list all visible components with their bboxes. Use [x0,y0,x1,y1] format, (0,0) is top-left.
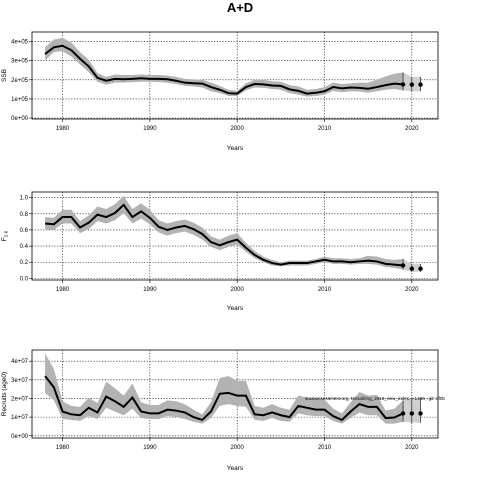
y-tick-label: 1e+05 [11,97,29,103]
x-tick-label: 1990 [143,287,157,293]
plot-frame [31,191,439,281]
forecast-point [409,82,415,87]
chart-panel-2: 1980 1990 2000 2010 2020 0.0 0.2 0.4 0.6 0.8 1.0 Ye… [1,191,439,312]
plot-frame [31,349,439,439]
forecast-point [409,266,415,271]
x-tick-label: 1980 [56,287,70,293]
confidence-band [45,196,404,270]
y-tick-label: 0.4 [20,244,29,250]
y-tick-label: 0e+00 [11,434,29,440]
chart-title: A+D [227,0,253,15]
x-axis-label: Years [227,145,244,152]
chart-panel-3: 1980 1990 2000 2010 2020 0e+00 1e+07 2e+07 3e+07… [1,349,439,472]
estimate-line [44,44,404,95]
y-tick-label: 4e+07 [11,359,29,365]
x-tick-label: 2010 [318,126,332,132]
x-tick-label: 1990 [143,126,157,132]
forecast-point [400,263,406,268]
y-tick-label: 0.8 [20,212,29,218]
x-tick-label: 2010 [318,287,332,293]
x-tick-label: 1980 [56,445,70,451]
forecast-point [418,411,423,416]
y-tick-label: 1e+07 [11,415,29,421]
y-tick-label: 1.0 [20,196,29,202]
x-tick-label: 2000 [231,287,245,293]
x-axis-label: Years [227,465,244,472]
y-tick-label: 0e+00 [11,116,29,122]
y-tick-label: 0.0 [20,276,29,282]
y-tick-label: 4e+05 [11,40,29,46]
x-tick-label: 2020 [405,287,419,293]
y-tick-label: 2e+07 [11,396,29,402]
y-tick-label: 3e+07 [11,378,29,384]
x-tick-label: 2020 [405,126,419,132]
forecast-point [409,411,415,416]
y-tick-label: 3e+05 [11,59,29,65]
x-axis-label: Years [227,305,244,312]
forecast-point [400,82,406,87]
source-footnote: stockassessment.org, NSsallring_2019_new… [305,396,445,401]
x-tick-label: 2000 [231,126,245,132]
y-tick-label: 2e+05 [11,78,29,84]
y-tick-label: 0.6 [20,228,29,234]
forecast-point [418,82,423,87]
x-tick-label: 1980 [56,126,70,132]
x-tick-label: 2010 [318,445,332,451]
y-axis-label: F2-6 [1,230,9,241]
y-axis-label: Recruits (age0) [1,372,8,416]
forecast-point [418,266,423,271]
forecast-point [400,411,406,416]
y-axis-label: SSB [1,69,8,82]
x-tick-label: 2020 [405,445,419,451]
confidence-band [45,37,404,97]
x-tick-label: 1990 [143,445,157,451]
confidence-band [45,353,404,424]
x-tick-label: 2000 [231,445,245,451]
chart-panel-1: 1980 1990 2000 2010 2020 0e+00 1e+05 2e+05 3e+05… [1,31,439,152]
plot-frame [31,31,439,120]
estimate-line [44,375,404,422]
estimate-line [45,203,404,267]
y-tick-label: 0.2 [20,260,29,266]
chart-panels: 1980 1990 2000 2010 2020 0e+00 1e+05 2e+05 3e+05… [1,31,439,472]
